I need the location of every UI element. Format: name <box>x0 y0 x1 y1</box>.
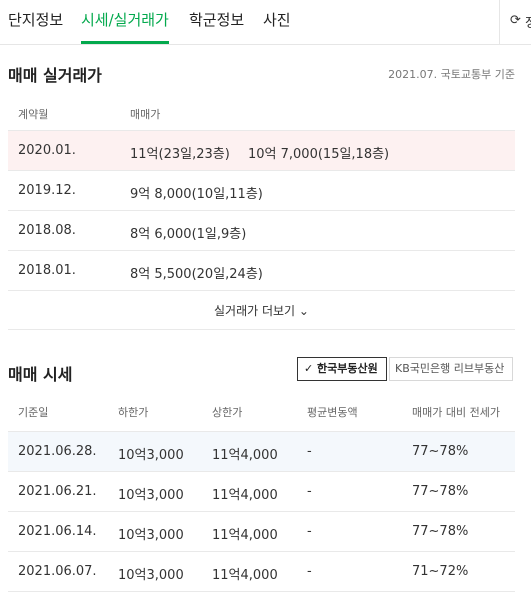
more-trades-button[interactable]: 실거래가 더보기 ⌄ <box>8 292 515 330</box>
row-low: 10억3,000 <box>118 528 184 543</box>
row-low: 10억3,000 <box>118 568 184 583</box>
row-high: 11억4,000 <box>212 448 278 463</box>
row-ratio: 77~78% <box>412 524 469 539</box>
row-price-2: 10억 7,000(15일,18층) <box>248 147 390 162</box>
table-row[interactable]: 2021.06.07. 10억3,000 11억4,000 - 71~72% <box>8 552 515 592</box>
trade-section-title: 매매 실거래가 <box>8 66 102 85</box>
table-row[interactable]: 2021.06.21. 10억3,000 11억4,000 - 77~78% <box>8 472 515 512</box>
chevron-down-icon: ⌄ <box>295 304 309 318</box>
divider <box>8 130 515 131</box>
source-option-kb[interactable]: KB국민은행 리브부동산 <box>389 357 513 381</box>
row-month: 2019.12. <box>18 183 76 198</box>
row-low: 10억3,000 <box>118 448 184 463</box>
row-date: 2021.06.28. <box>18 444 97 459</box>
check-icon: ✓ <box>304 362 318 375</box>
row-month: 2020.01. <box>18 143 76 158</box>
tab-price-info[interactable]: 시세/실거래가 <box>81 11 169 29</box>
tab-school-info[interactable]: 학군정보 <box>189 11 245 29</box>
tab-complex-info[interactable]: 단지정보 <box>8 11 64 29</box>
row-change: - <box>307 484 312 499</box>
col-jeonse-ratio: 매매가 대비 전세가 <box>412 406 500 419</box>
row-low: 10억3,000 <box>118 488 184 503</box>
row-month: 2018.01. <box>18 263 76 278</box>
row-ratio: 77~78% <box>412 444 469 459</box>
refresh-icon: ⟳ <box>510 13 521 28</box>
row-date: 2021.06.07. <box>18 564 97 579</box>
row-ratio: 77~78% <box>412 484 469 499</box>
row-ratio: 71~72% <box>412 564 469 579</box>
row-change: - <box>307 444 312 459</box>
table-row[interactable]: 2018.08. 8억 6,000(1일,9층) <box>8 211 515 251</box>
row-high: 11억4,000 <box>212 488 278 503</box>
col-contract-month: 계약월 <box>18 108 49 121</box>
row-price: 8억 5,500(20일,24층) <box>130 267 263 282</box>
divider <box>8 431 515 432</box>
table-row[interactable]: 2019.12. 9억 8,000(10일,11층) <box>8 171 515 211</box>
row-high: 11억4,000 <box>212 568 278 583</box>
row-price: 8억 6,000(1일,9층) <box>130 227 247 242</box>
source-option-reb[interactable]: ✓ 한국부동산원 <box>297 357 387 381</box>
tab-bar: 단지정보 시세/실거래가 학군정보 사진 ⟳ 정 <box>0 0 531 45</box>
row-date: 2021.06.21. <box>18 484 97 499</box>
table-row[interactable]: 2018.01. 8억 5,500(20일,24층) <box>8 251 515 291</box>
table-row[interactable]: 2020.01. 11억(23일,23층) 10억 7,000(15일,18층) <box>8 131 515 171</box>
table-row[interactable]: 2021.06.28. 10억3,000 11억4,000 - 77~78% <box>8 432 515 472</box>
row-price: 9억 8,000(10일,11층) <box>130 187 263 202</box>
col-high-price: 상한가 <box>212 406 243 419</box>
row-change: - <box>307 564 312 579</box>
row-price: 11억(23일,23층) <box>130 147 230 162</box>
trade-source-note: 2021.07. 국토교통부 기준 <box>388 68 515 81</box>
row-date: 2021.06.14. <box>18 524 97 539</box>
row-month: 2018.08. <box>18 223 76 238</box>
col-base-date: 기준일 <box>18 406 49 419</box>
market-section-title: 매매 시세 <box>8 365 73 384</box>
col-avg-change: 평균변동액 <box>307 406 358 419</box>
row-high: 11억4,000 <box>212 528 278 543</box>
active-tab-indicator <box>81 41 169 44</box>
row-change: - <box>307 524 312 539</box>
col-low-price: 하한가 <box>118 406 149 419</box>
refresh-button[interactable]: ⟳ 정 <box>499 0 531 44</box>
col-trade-price: 매매가 <box>130 108 161 121</box>
table-row[interactable]: 2021.06.14. 10억3,000 11억4,000 - 77~78% <box>8 512 515 552</box>
tab-photos[interactable]: 사진 <box>263 11 291 29</box>
